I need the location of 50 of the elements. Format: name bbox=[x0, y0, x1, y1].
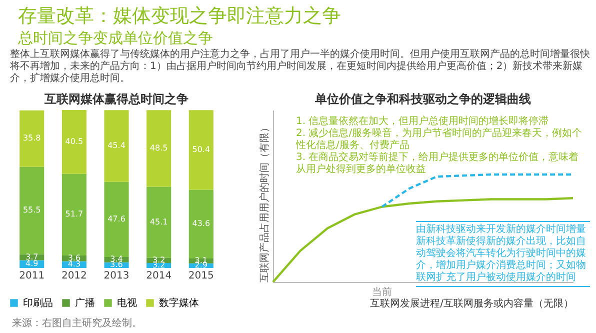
data-label: 4.9 bbox=[25, 259, 38, 268]
data-label: 3.2 bbox=[152, 255, 166, 264]
data-label: 45.1 bbox=[150, 217, 168, 226]
data-label: 35.8 bbox=[22, 134, 41, 143]
text: 整体上互联网媒体赢得了与传统媒体的用户注意力之争，占用了用户一半的媒介使用时间。但用户使用互联网产品的总时间增量很快将不再增加，未来的产品方向：1）由占据用户时间向节约用户时间发展，在更短时间内提供给用户更高价值；2）新技术带来新媒介，扩增媒介使用总时间。 bbox=[10, 49, 591, 85]
bar bbox=[104, 110, 129, 182]
data-label: 3.6 bbox=[110, 260, 123, 270]
legend-label: 印刷品 bbox=[23, 297, 53, 309]
x-tick-label: 2015 bbox=[188, 270, 214, 282]
data-label: 2.9 bbox=[194, 260, 208, 270]
bar bbox=[146, 110, 172, 187]
text: 总时间之争变成单位价值之争 bbox=[18, 29, 213, 48]
chart-title: 单位价值之争和科技驱动之争的逻辑曲线 bbox=[314, 92, 531, 106]
data-label: 48.5 bbox=[150, 143, 168, 152]
annotation: 新科技革新使得新的媒介出现，比如自动驾驶会将汽车转化为行驶时间中的媒介，增加用户媒介消费总时间；又如物联网扩充了用户被动使用媒介的时间 bbox=[416, 236, 587, 284]
data-label: 50.4 bbox=[192, 144, 210, 154]
bar bbox=[62, 110, 86, 174]
text: 1. 信息量依然在加大，但用户总使用时间的增长即将停滞 bbox=[296, 116, 550, 128]
bar bbox=[188, 110, 214, 190]
bar bbox=[20, 166, 44, 254]
chart-title: 互联网媒体赢得总时间之争 bbox=[44, 92, 188, 106]
text: 当前 bbox=[372, 286, 392, 298]
data-label: 3.7 bbox=[25, 252, 38, 262]
data-label: 43.6 bbox=[192, 219, 210, 228]
y-axis-title: 互联网产品占用用户的时间（有限） bbox=[258, 122, 270, 282]
data-label: 47.6 bbox=[108, 214, 126, 224]
bar bbox=[104, 182, 129, 257]
legend-label: 电视 bbox=[117, 297, 137, 309]
annotation: 3. 在商品交易对等前提下，给用户提供更多的单位价值，意味着从用户处得到更多的单位收益 bbox=[296, 152, 580, 176]
bar bbox=[188, 190, 214, 259]
x-tick-label: 2011 bbox=[19, 270, 45, 282]
bar bbox=[62, 174, 86, 256]
text: 2. 减少信息/服务噪音，为用户节省时间的产品迎来春天，例如个性化信息/服务、付费产品 bbox=[296, 128, 584, 152]
bar bbox=[146, 186, 172, 258]
x-tick-label: 2014 bbox=[146, 270, 172, 282]
data-label: 51.7 bbox=[65, 210, 84, 219]
x-tick-label: 2012 bbox=[61, 270, 87, 282]
data-label: 4.3 bbox=[68, 260, 81, 269]
text: 存量改革：媒体变现之争即注意力之争 bbox=[18, 4, 341, 29]
bar bbox=[20, 110, 44, 167]
x-axis-title: 互联网发展进程/互联网服务或内容量（无限） bbox=[370, 298, 574, 310]
legend-label: 数字媒体 bbox=[159, 297, 199, 309]
annotation: 由新科技驱动来开发新的媒介时间增量 bbox=[416, 224, 587, 236]
data-label: 45.4 bbox=[108, 140, 126, 150]
x-tick-label: 2013 bbox=[104, 270, 130, 282]
legend-label: 广播 bbox=[75, 297, 95, 309]
data-label: 55.5 bbox=[22, 206, 41, 215]
source-note: 来源：右图自主研究及绘制。 bbox=[12, 316, 142, 330]
data-label: 3.6 bbox=[68, 253, 81, 262]
data-label: 40.5 bbox=[65, 136, 84, 146]
